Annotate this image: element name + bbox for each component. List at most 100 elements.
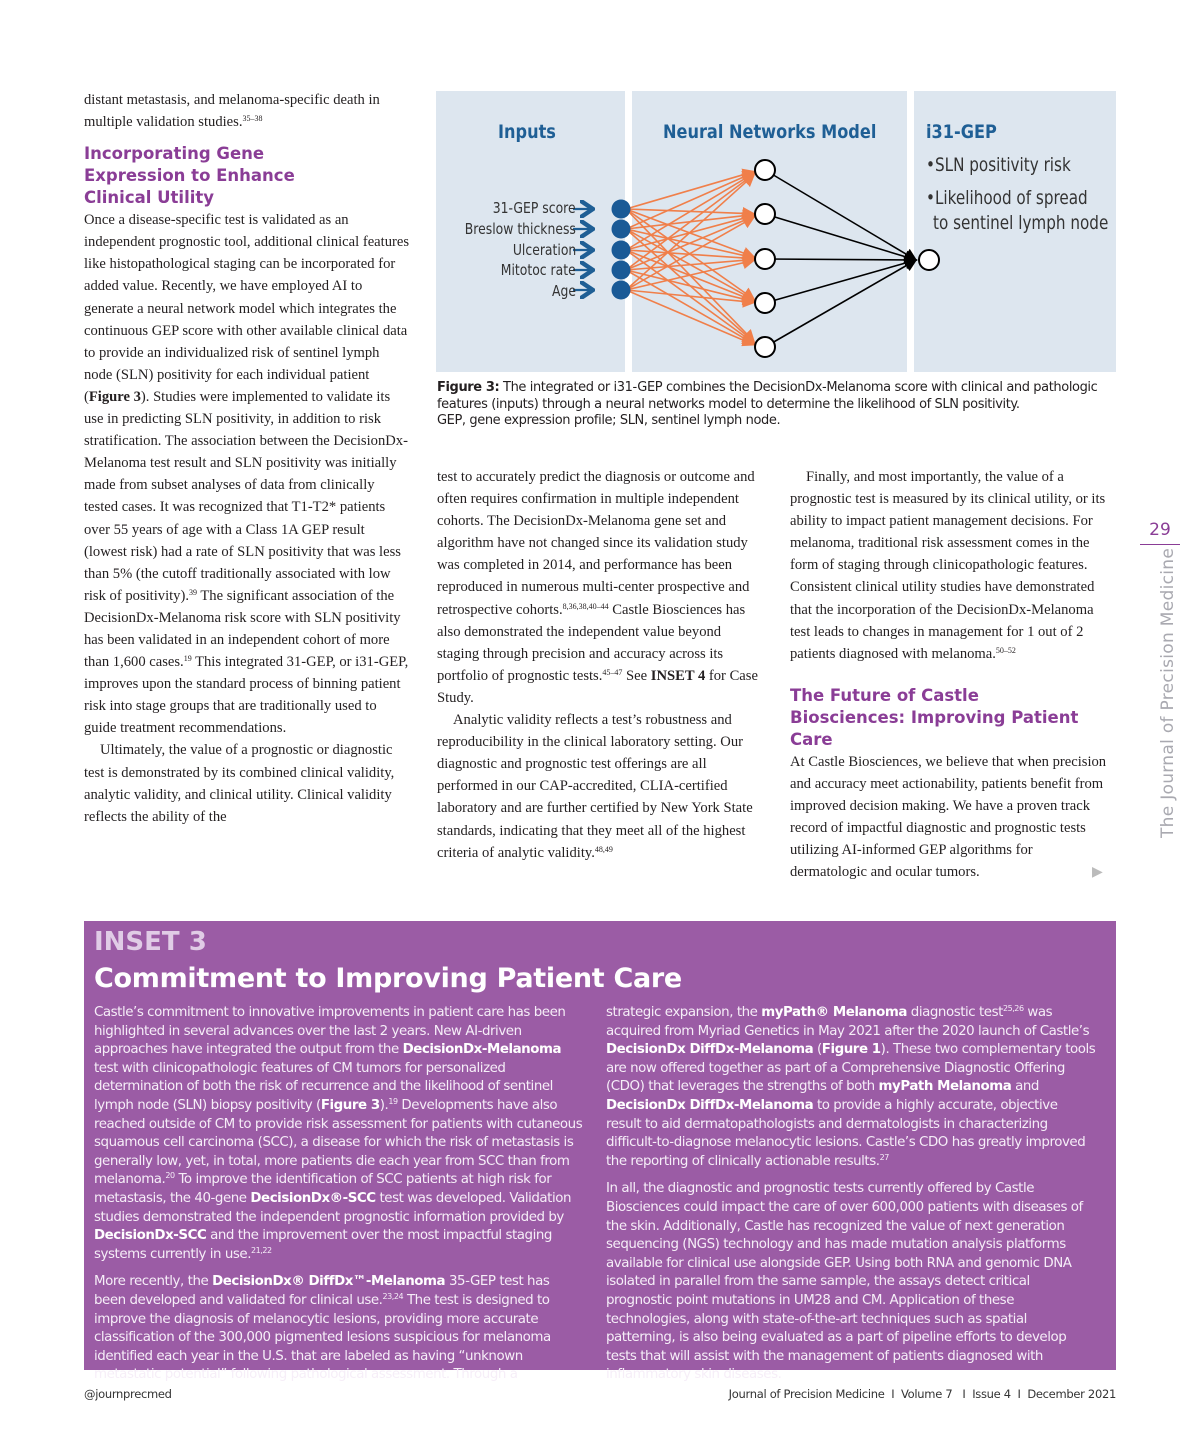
input-node (611, 199, 631, 219)
network-edge (625, 168, 756, 210)
output-edge (764, 213, 918, 263)
bold-text: DecisionDx®-SCC (250, 1190, 376, 1206)
text-run: Analytic validity reflects a test’s robu… (437, 712, 753, 861)
left-column: distant metastasis, and melanoma-specifi… (84, 89, 410, 828)
output-edge (764, 259, 918, 348)
model-title: Neural Networks Model (663, 121, 877, 143)
text-run: to provide a highly accurate, objective … (606, 1097, 1086, 1169)
output-edge (764, 256, 918, 304)
footer-citation: Journal of Precision Medicine I Volume 7… (728, 1387, 1117, 1401)
text-run: At Castle Biosciences, we believe that w… (790, 753, 1107, 881)
citation-superscript: 23,24 (382, 1291, 404, 1301)
text-run: Finally, and most importantly, the value… (790, 469, 1106, 662)
text-run: To improve the identification of SCC pat… (94, 1172, 552, 1206)
middle-column: test to accurately predict the diagnosis… (437, 466, 759, 864)
citation-superscript: 39 (189, 587, 197, 597)
inset-paragraph: More recently, the DecisionDx® DiffDx™-M… (94, 1273, 584, 1385)
network-edge (625, 289, 756, 347)
text-run: See (622, 667, 651, 684)
input-label: Ulceration (512, 241, 576, 259)
network-edge (625, 256, 756, 291)
hidden-node (754, 248, 776, 270)
caption-abbreviations: GEP, gene expression profile; SLN, senti… (437, 413, 781, 428)
bold-text: Figure 3 (88, 388, 141, 405)
text-run: Castle’s commitment to innovative improv… (94, 1005, 566, 1058)
text-run: 35-GEP test has been developed and valid… (94, 1274, 550, 1308)
citation-superscript: 35–38 (242, 114, 263, 124)
inset-right-column: strategic expansion, the myPath® Melanom… (606, 1004, 1096, 1394)
text-run: strategic expansion, the (606, 1005, 762, 1020)
caption-text: Figure 3: The integrated or i31-GEP comb… (437, 380, 1117, 413)
hidden-node (754, 292, 776, 314)
bold-text: myPath® Melanoma (761, 1005, 907, 1020)
text-run: In all, the diagnostic and prognostic te… (606, 1181, 1083, 1383)
output-edge (764, 253, 918, 267)
text-run: This integrated 31-GEP, or i31-GEP, impr… (84, 654, 409, 737)
bold-text: myPath Melanoma (878, 1079, 1012, 1095)
inset-left-column: Castle’s commitment to innovative improv… (94, 1004, 584, 1394)
figure-3: Inputs Neural Networks Model i31-GEP 31-… (436, 91, 1116, 372)
network-edge (625, 173, 756, 271)
text-run: ). These two complementary tools are now… (606, 1042, 1096, 1095)
text-run: for Case Study. (437, 667, 758, 706)
right-column: Finally, and most importantly, the value… (790, 466, 1112, 883)
paragraph: test to accurately predict the diagnosis… (437, 466, 759, 709)
hidden-node (754, 336, 776, 358)
citation-superscript: 21,22 (251, 1245, 272, 1255)
page-number: 29 (1140, 520, 1180, 545)
network-edge (625, 171, 756, 230)
text-run: The test is designed to improve the diag… (94, 1292, 551, 1383)
inset-label: INSET 3 (94, 927, 207, 957)
citation-superscript: 48,49 (594, 844, 613, 854)
input-label: Mitotoc rate (501, 261, 576, 279)
output-item: •SLN positivity risk (926, 154, 1071, 176)
text-run: ). Studies were implemented to validate … (84, 388, 408, 604)
text-run: More recently, the (94, 1274, 213, 1290)
bold-text: INSET 4 (650, 667, 706, 684)
network-edge (625, 289, 756, 308)
citation-superscript: 19 (388, 1096, 398, 1106)
section-heading: The Future of Castle Biosciences: Improv… (790, 685, 1079, 749)
paragraph: Once a disease-specific test is validate… (84, 209, 410, 739)
network-edge (625, 253, 756, 271)
neural-network-diagram (573, 159, 940, 358)
output-item: to sentinel lymph node (933, 212, 1109, 234)
inset-paragraph: Castle’s commitment to innovative improv… (94, 1004, 584, 1264)
bold-text: Figure 3 (320, 1097, 380, 1113)
text-run: Developments have also reached outside o… (94, 1097, 583, 1188)
inset-paragraph: strategic expansion, the myPath® Melanom… (606, 1004, 1096, 1171)
paragraph: At Castle Biosciences, we believe that w… (790, 751, 1112, 884)
input-node (611, 260, 631, 280)
bold-text: Figure 1 (821, 1042, 881, 1058)
text-run: and (1011, 1079, 1039, 1095)
hidden-node (754, 159, 776, 181)
paragraph: Analytic validity reflects a test’s robu… (437, 709, 759, 864)
network-edge (625, 172, 756, 251)
journal-title-vertical: The Journal of Precision Medicine (1158, 547, 1178, 838)
text-run: Ultimately, the value of a prognostic or… (84, 742, 395, 825)
paragraph: Ultimately, the value of a prognostic or… (84, 739, 410, 827)
network-edge (625, 214, 756, 271)
output-edge (764, 169, 918, 261)
hidden-node (754, 203, 776, 225)
citation-superscript: 20 (165, 1171, 175, 1181)
bold-text: DecisionDx DiffDx-Melanoma (606, 1097, 814, 1113)
inset-paragraph: In all, the diagnostic and prognostic te… (606, 1180, 1096, 1385)
citation-superscript: 50–52 (995, 645, 1016, 655)
network-edge (625, 269, 756, 306)
bold-text: DecisionDx-Melanoma (402, 1042, 562, 1058)
text-run: distant metastasis, and melanoma-specifi… (84, 92, 380, 131)
input-node (611, 280, 631, 300)
inset-title: Commitment to Improving Patient Care (94, 963, 682, 994)
citation-superscript: 27 (879, 1152, 890, 1162)
input-label: Breslow thickness (464, 220, 576, 238)
intro-paragraph: distant metastasis, and melanoma-specifi… (84, 89, 410, 133)
network-edge (625, 269, 756, 345)
input-node (611, 240, 631, 260)
input-label: Age (552, 282, 576, 300)
output-node (918, 249, 940, 271)
bold-text: Figure 3: (437, 380, 500, 395)
text-run: ( (813, 1042, 822, 1058)
text-run: test with clinicopathologic features of … (94, 1060, 553, 1113)
output-panel (914, 91, 1116, 372)
